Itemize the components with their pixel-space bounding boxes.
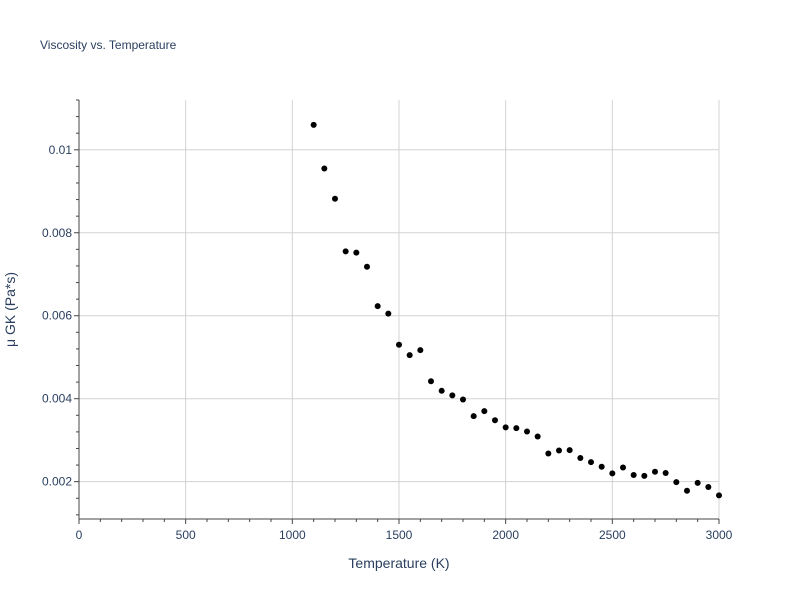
data-point[interactable]	[502, 424, 509, 431]
data-point[interactable]	[716, 492, 722, 499]
data-point[interactable]	[310, 121, 317, 128]
data-point[interactable]	[342, 248, 349, 255]
data-point[interactable]	[694, 479, 701, 486]
data-point[interactable]	[364, 263, 370, 270]
x-tick-label: 2000	[492, 528, 519, 542]
data-point[interactable]	[449, 392, 456, 399]
data-point[interactable]	[566, 447, 573, 454]
data-point[interactable]	[641, 472, 648, 479]
x-tick-label: 1000	[279, 528, 306, 542]
y-tick-label: 0.004	[42, 392, 72, 406]
y-tick-label: 0.002	[42, 475, 72, 489]
data-point[interactable]	[396, 341, 402, 348]
data-point[interactable]	[374, 303, 381, 310]
y-axis-label: μ GK (Pa*s)	[2, 272, 18, 347]
data-point[interactable]	[577, 455, 584, 462]
data-point[interactable]	[406, 352, 413, 359]
data-point[interactable]	[492, 417, 498, 424]
x-tick-label: 0	[76, 528, 83, 542]
data-point[interactable]	[524, 428, 530, 435]
data-point[interactable]	[428, 378, 434, 385]
data-point[interactable]	[321, 165, 328, 172]
data-point[interactable]	[705, 484, 712, 491]
data-point[interactable]	[630, 472, 637, 479]
data-point[interactable]	[652, 468, 658, 475]
x-tick-label: 1500	[386, 528, 413, 542]
data-point[interactable]	[534, 433, 541, 440]
data-point[interactable]	[684, 487, 690, 494]
data-point[interactable]	[385, 310, 392, 317]
data-point[interactable]	[609, 470, 616, 477]
data-point[interactable]	[662, 469, 669, 476]
y-tick-label: 0.006	[42, 309, 72, 323]
data-point[interactable]	[620, 464, 626, 471]
data-point[interactable]	[598, 463, 605, 470]
x-tick-label: 2500	[599, 528, 626, 542]
data-point[interactable]	[556, 447, 562, 454]
data-point[interactable]	[332, 195, 338, 202]
data-point[interactable]	[545, 450, 552, 457]
y-tick-label: 0.01	[49, 143, 73, 157]
data-point[interactable]	[353, 249, 360, 256]
data-point[interactable]	[470, 413, 477, 420]
data-point[interactable]	[438, 387, 445, 394]
data-point[interactable]	[673, 479, 680, 486]
data-point[interactable]	[481, 408, 488, 415]
x-tick-label: 3000	[706, 528, 733, 542]
data-point[interactable]	[460, 396, 466, 403]
chart-title: Viscosity vs. Temperature	[40, 38, 177, 52]
data-point[interactable]	[588, 459, 594, 466]
x-axis-label: Temperature (K)	[348, 555, 449, 571]
x-tick-label: 500	[176, 528, 196, 542]
y-tick-label: 0.008	[42, 226, 72, 240]
data-point[interactable]	[513, 425, 520, 432]
data-point[interactable]	[417, 347, 424, 354]
